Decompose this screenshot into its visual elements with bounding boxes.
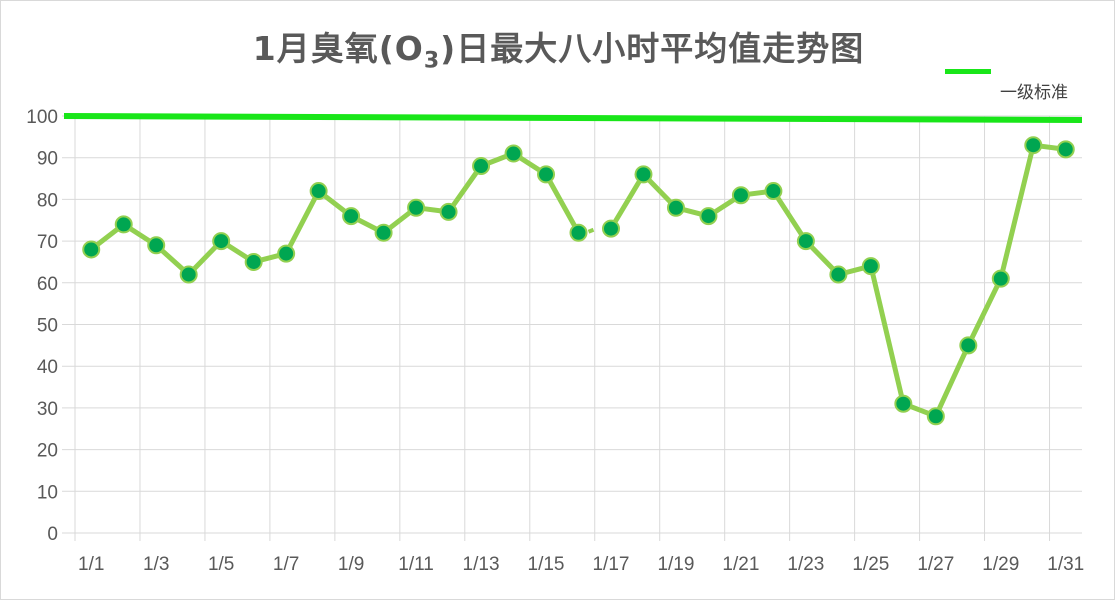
- y-tick-label: 50: [37, 316, 58, 337]
- data-point: [244, 252, 263, 271]
- data-point: [926, 407, 945, 426]
- legend-label: 一级标准: [1000, 83, 1068, 103]
- data-point: [699, 207, 718, 226]
- data-point: [309, 182, 328, 201]
- reference-line-group: [63, 113, 1083, 123]
- y-tick-label: 10: [37, 482, 58, 503]
- data-point: [601, 219, 620, 238]
- data-point: [991, 269, 1010, 288]
- data-point: [894, 394, 913, 413]
- y-axis-ticks: 0 10 20 30 40 50 60 70 80 90 100: [26, 107, 58, 545]
- x-tick-label: 1/7: [273, 554, 299, 575]
- legend: 一级标准: [945, 66, 1095, 106]
- x-tick-label: 1/19: [657, 554, 694, 575]
- data-point: [764, 182, 783, 201]
- title-main: 1月臭氧(O: [252, 29, 424, 68]
- x-tick-label: 1/11: [398, 554, 434, 575]
- y-tick-label: 40: [37, 357, 58, 378]
- x-axis-ticks: 1/1 1/3 1/5 1/7 1/9 1/11 1/13 1/15 1/17 1/19 1/21 1…: [78, 554, 1084, 575]
- data-point: [861, 257, 880, 276]
- title-end: )日最大八小时平均值走势图: [440, 29, 865, 68]
- y-tick-label: 80: [37, 190, 58, 211]
- data-point: [82, 240, 101, 259]
- y-tick-label: 0: [47, 524, 58, 545]
- y-tick-label: 60: [37, 274, 58, 295]
- series-group: [82, 136, 1075, 426]
- series-line: [89, 151, 581, 277]
- legend-swatch: [945, 69, 991, 74]
- x-tick-label: 1/27: [917, 554, 954, 575]
- x-tick-label: 1/15: [528, 554, 565, 575]
- data-point: [959, 336, 978, 355]
- data-point: [569, 223, 588, 242]
- x-tick-label: 1/23: [787, 554, 824, 575]
- data-point: [1056, 140, 1075, 159]
- data-point: [407, 198, 426, 217]
- y-tick-label: 30: [37, 399, 58, 420]
- data-point: [634, 165, 653, 184]
- data-point: [796, 232, 815, 251]
- data-point: [277, 244, 296, 263]
- data-point: [374, 223, 393, 242]
- data-point: [114, 215, 133, 234]
- y-tick-label: 70: [37, 232, 58, 253]
- y-tick-label: 20: [37, 441, 58, 462]
- data-point: [666, 198, 685, 217]
- vertical-gridlines: [74, 116, 1051, 541]
- horizontal-gridlines: [62, 115, 1082, 534]
- x-tick-label: 1/1: [78, 554, 104, 575]
- y-tick-label: 100: [26, 107, 58, 128]
- data-point: [731, 186, 750, 205]
- reference-line: [63, 113, 1083, 123]
- data-point: [147, 236, 166, 255]
- data-point: [504, 144, 523, 163]
- x-tick-label: 1/25: [852, 554, 889, 575]
- series-line-stub: [587, 227, 595, 234]
- chart-title: 1月臭氧(O3)日最大八小时平均值走势图: [0, 22, 1117, 74]
- x-tick-label: 1/13: [463, 554, 500, 575]
- x-tick-label: 1/29: [982, 554, 1019, 575]
- x-tick-label: 1/17: [592, 554, 629, 575]
- x-tick-label: 1/31: [1047, 554, 1084, 575]
- x-tick-label: 1/9: [338, 554, 364, 575]
- x-tick-label: 1/3: [143, 554, 169, 575]
- data-point: [537, 165, 556, 184]
- x-tick-label: 1/5: [208, 554, 234, 575]
- data-point: [472, 157, 491, 176]
- data-point: [829, 265, 848, 284]
- data-point: [179, 265, 198, 284]
- data-point: [1024, 136, 1043, 155]
- data-point: [342, 207, 361, 226]
- x-tick-label: 1/21: [722, 554, 759, 575]
- data-point: [439, 202, 458, 221]
- y-tick-label: 90: [37, 149, 58, 170]
- title-subscript: 3: [423, 48, 441, 74]
- data-point: [212, 232, 231, 251]
